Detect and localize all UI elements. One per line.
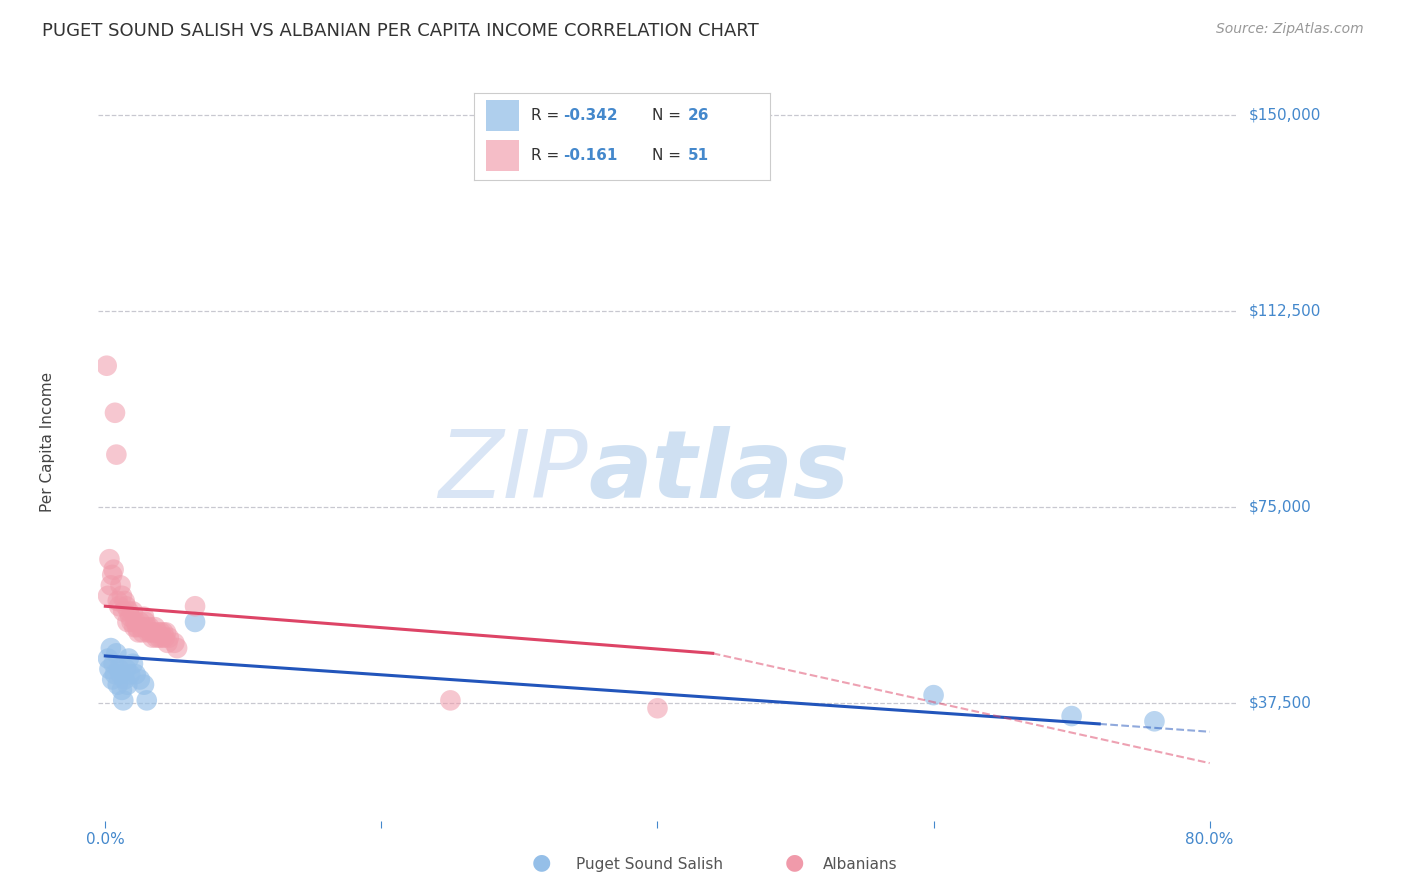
Point bbox=[143, 620, 166, 634]
Point bbox=[96, 359, 118, 373]
Point bbox=[131, 625, 153, 640]
Text: Source: ZipAtlas.com: Source: ZipAtlas.com bbox=[1216, 22, 1364, 37]
Text: PUGET SOUND SALISH VS ALBANIAN PER CAPITA INCOME CORRELATION CHART: PUGET SOUND SALISH VS ALBANIAN PER CAPIT… bbox=[42, 22, 759, 40]
Point bbox=[135, 620, 157, 634]
Text: $150,000: $150,000 bbox=[1249, 107, 1320, 122]
Point bbox=[124, 620, 146, 634]
Point bbox=[112, 605, 135, 619]
Point bbox=[103, 657, 125, 671]
Point bbox=[125, 667, 148, 681]
Point bbox=[122, 657, 145, 671]
Point bbox=[101, 567, 124, 582]
Point bbox=[105, 646, 128, 660]
Point bbox=[163, 636, 186, 650]
Point bbox=[108, 662, 131, 676]
Point bbox=[155, 625, 177, 640]
Text: ●: ● bbox=[531, 853, 551, 872]
Point bbox=[122, 605, 145, 619]
Point bbox=[97, 589, 120, 603]
Text: $75,000: $75,000 bbox=[1249, 500, 1312, 515]
Point bbox=[156, 636, 179, 650]
Point bbox=[111, 589, 134, 603]
Point bbox=[150, 631, 173, 645]
Point bbox=[117, 678, 139, 692]
Point bbox=[647, 701, 669, 715]
Point bbox=[138, 620, 160, 634]
Point bbox=[114, 673, 136, 687]
Point bbox=[129, 620, 152, 634]
Text: Albanians: Albanians bbox=[823, 857, 897, 872]
Point bbox=[104, 667, 127, 681]
Text: ●: ● bbox=[785, 853, 804, 872]
Point bbox=[98, 662, 121, 676]
Point bbox=[111, 682, 134, 697]
Point bbox=[121, 615, 143, 629]
Text: $112,500: $112,500 bbox=[1249, 303, 1320, 318]
Point bbox=[115, 662, 138, 676]
Point bbox=[118, 605, 141, 619]
Text: Puget Sound Salish: Puget Sound Salish bbox=[576, 857, 724, 872]
Point bbox=[128, 615, 150, 629]
Point bbox=[148, 631, 170, 645]
Text: Per Capita Income: Per Capita Income bbox=[39, 371, 55, 512]
Point bbox=[114, 594, 136, 608]
Point bbox=[105, 448, 128, 462]
Point bbox=[120, 667, 142, 681]
Point bbox=[103, 563, 125, 577]
Point bbox=[134, 615, 156, 629]
Point bbox=[1060, 709, 1083, 723]
Point bbox=[152, 625, 174, 640]
Point bbox=[125, 620, 148, 634]
Point bbox=[439, 693, 461, 707]
Point bbox=[110, 578, 132, 592]
Point bbox=[118, 651, 141, 665]
Point bbox=[107, 678, 129, 692]
Point bbox=[922, 688, 945, 702]
Point bbox=[166, 641, 188, 656]
Point bbox=[135, 693, 157, 707]
Point bbox=[132, 678, 155, 692]
Point bbox=[142, 625, 165, 640]
Point bbox=[184, 599, 207, 614]
Point bbox=[125, 615, 148, 629]
Point bbox=[101, 673, 124, 687]
Point bbox=[104, 406, 127, 420]
Point bbox=[153, 631, 176, 645]
Text: atlas: atlas bbox=[588, 425, 849, 518]
Point bbox=[136, 625, 159, 640]
Point bbox=[100, 641, 122, 656]
Point bbox=[98, 552, 121, 566]
Point bbox=[157, 631, 180, 645]
Point bbox=[146, 625, 169, 640]
Point bbox=[117, 615, 139, 629]
Point bbox=[100, 578, 122, 592]
Point bbox=[149, 625, 172, 640]
Text: $37,500: $37,500 bbox=[1249, 696, 1312, 711]
Point bbox=[132, 609, 155, 624]
Point bbox=[139, 625, 162, 640]
Point bbox=[1143, 714, 1166, 729]
Point bbox=[145, 631, 167, 645]
Point bbox=[97, 651, 120, 665]
Point bbox=[120, 609, 142, 624]
Point bbox=[141, 631, 163, 645]
Point bbox=[184, 615, 207, 629]
Point bbox=[108, 599, 131, 614]
Point bbox=[112, 693, 135, 707]
Point bbox=[127, 625, 149, 640]
Point bbox=[128, 673, 150, 687]
Point bbox=[107, 594, 129, 608]
Point bbox=[110, 667, 132, 681]
Point bbox=[115, 599, 138, 614]
Text: ZIP: ZIP bbox=[439, 426, 588, 517]
